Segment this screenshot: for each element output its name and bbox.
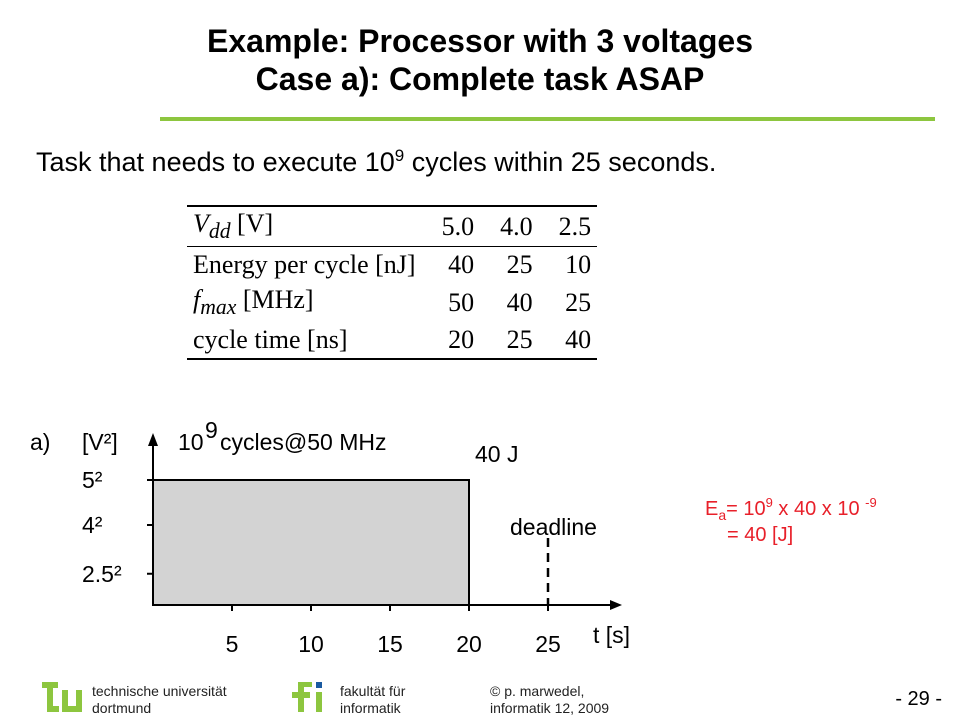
table-cell: 5.0 bbox=[441, 211, 475, 241]
x-tick-label: 5 bbox=[226, 631, 239, 657]
fi-logo-icon bbox=[292, 682, 322, 712]
y-tick-label: 4² bbox=[82, 512, 103, 538]
table-cell: 25 bbox=[565, 287, 592, 317]
table-cell: 50 bbox=[448, 287, 475, 317]
y-tick-label: 2.5² bbox=[82, 561, 122, 587]
faculty-name: fakultät für informatik bbox=[340, 683, 406, 716]
tu-logo-icon bbox=[42, 682, 82, 712]
row-label: cycle time [ns] bbox=[193, 325, 348, 355]
footer: technische universität dortmund fakultät… bbox=[0, 676, 960, 720]
table-cell: 40 bbox=[565, 325, 592, 355]
row-label: fmax [MHz] bbox=[193, 285, 314, 320]
task-exponent: 9 bbox=[394, 146, 405, 165]
y-axis-arrow bbox=[148, 433, 158, 446]
table-cell: 10 bbox=[565, 250, 592, 280]
table-row: cycle time [ns] 20 25 40 bbox=[187, 322, 598, 360]
copyright-note: © p. marwedel, informatik 12, 2009 bbox=[490, 683, 610, 716]
title-line-2: Case a): Complete task ASAP bbox=[255, 61, 705, 97]
university-name: technische universität dortmund bbox=[92, 683, 227, 716]
voltage-time-chart: 5² 4² 2.5² 5 10 15 20 25 deadline a) [V²] t [s] 40 J… bbox=[30, 417, 630, 657]
slide-title: Example: Processor with 3 voltages Case … bbox=[0, 22, 960, 98]
y-tick-label: 5² bbox=[82, 467, 103, 493]
task-text-post: cycles within 25 seconds. bbox=[404, 147, 717, 177]
energy-label: 40 J bbox=[475, 441, 518, 467]
table-cell: 2.5 bbox=[558, 211, 592, 241]
case-label: a) bbox=[30, 429, 50, 455]
annotation-base: 10 bbox=[178, 429, 204, 455]
table-cell: 4.0 bbox=[500, 211, 533, 241]
x-tick-label: 15 bbox=[377, 631, 403, 657]
task-description: Task that needs to execute 109 cycles wi… bbox=[36, 138, 716, 180]
y-axis-label: [V²] bbox=[82, 429, 118, 455]
table-cell: 25 bbox=[506, 250, 533, 280]
x-tick-label: 10 bbox=[298, 631, 324, 657]
table-cell: 20 bbox=[448, 325, 475, 355]
title-divider bbox=[160, 117, 935, 121]
header-label: Vdd [V] bbox=[193, 209, 274, 244]
deadline-label: deadline bbox=[510, 514, 597, 540]
task-text-pre: Task that needs to execute 10 bbox=[36, 147, 395, 177]
row-label: Energy per cycle [nJ] bbox=[193, 250, 416, 280]
x-tick-label: 20 bbox=[456, 631, 482, 657]
x-axis-arrow bbox=[610, 600, 622, 610]
annotation-exponent: 9 bbox=[205, 417, 218, 443]
equation-line-2: = 40 [J] bbox=[727, 524, 794, 546]
table-cell: 40 bbox=[506, 287, 533, 317]
table-header-row: Vdd [V] 5.0 4.0 2.5 bbox=[187, 206, 598, 247]
equation-line-1: Ea= 109 x 40 x 10 -9 bbox=[705, 495, 877, 523]
annotation-text: cycles@50 MHz bbox=[220, 429, 387, 455]
x-tick-label: 25 bbox=[535, 631, 561, 657]
voltage-table: Vdd [V] 5.0 4.0 2.5 Energy per cycle [nJ… bbox=[187, 205, 598, 360]
x-axis-label: t [s] bbox=[593, 622, 630, 648]
table-row: fmax [MHz] 50 40 25 bbox=[187, 283, 597, 322]
table-row: Energy per cycle [nJ] 40 25 10 bbox=[187, 247, 597, 284]
page-number: - 29 - bbox=[895, 688, 942, 710]
table-cell: 40 bbox=[448, 250, 475, 280]
table-cell: 25 bbox=[506, 325, 533, 355]
title-line-1: Example: Processor with 3 voltages bbox=[207, 23, 753, 59]
energy-equation: Ea= 109 x 40 x 10 -9 = 40 [J] bbox=[705, 495, 877, 547]
energy-block bbox=[152, 479, 470, 606]
